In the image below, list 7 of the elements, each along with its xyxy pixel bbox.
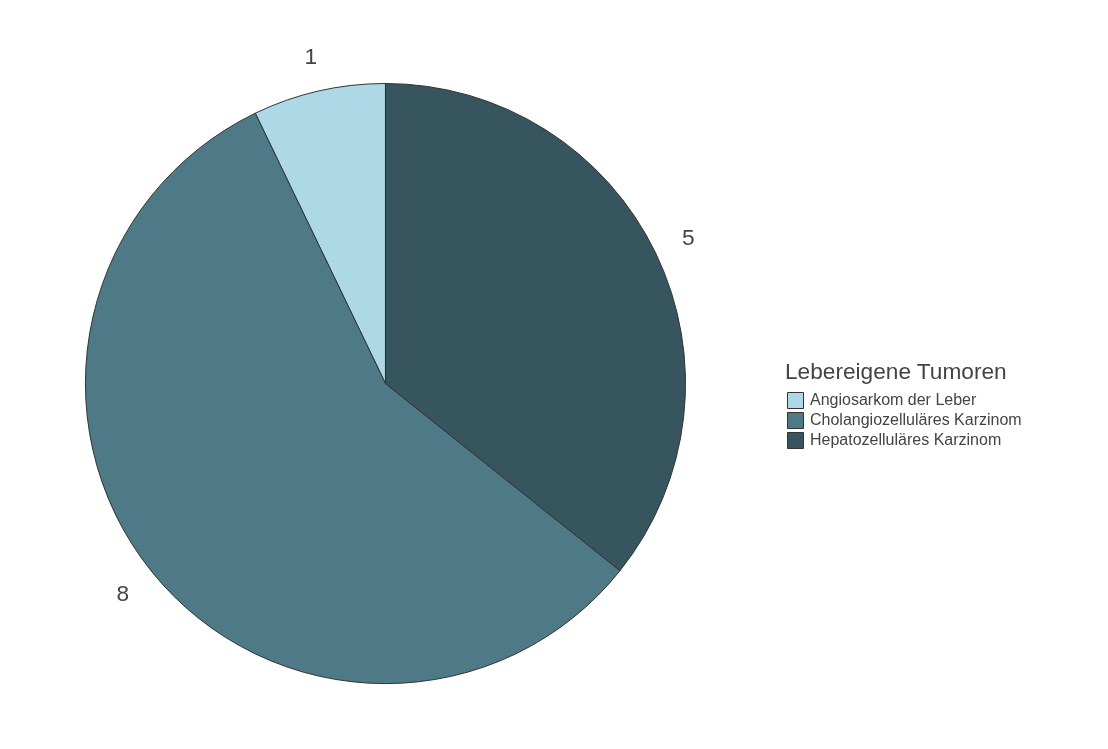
data-label: 5 [681, 224, 695, 251]
legend-label: Cholangiozelluläres Karzinom [810, 411, 1022, 429]
legend-label: Hepatozelluläres Karzinom [810, 431, 1002, 449]
legend-label: Angiosarkom der Leber [810, 391, 977, 409]
data-label: 1 [304, 42, 317, 69]
legend-title: Lebereigene Tumoren [785, 358, 1008, 385]
data-label: 8 [116, 579, 130, 606]
